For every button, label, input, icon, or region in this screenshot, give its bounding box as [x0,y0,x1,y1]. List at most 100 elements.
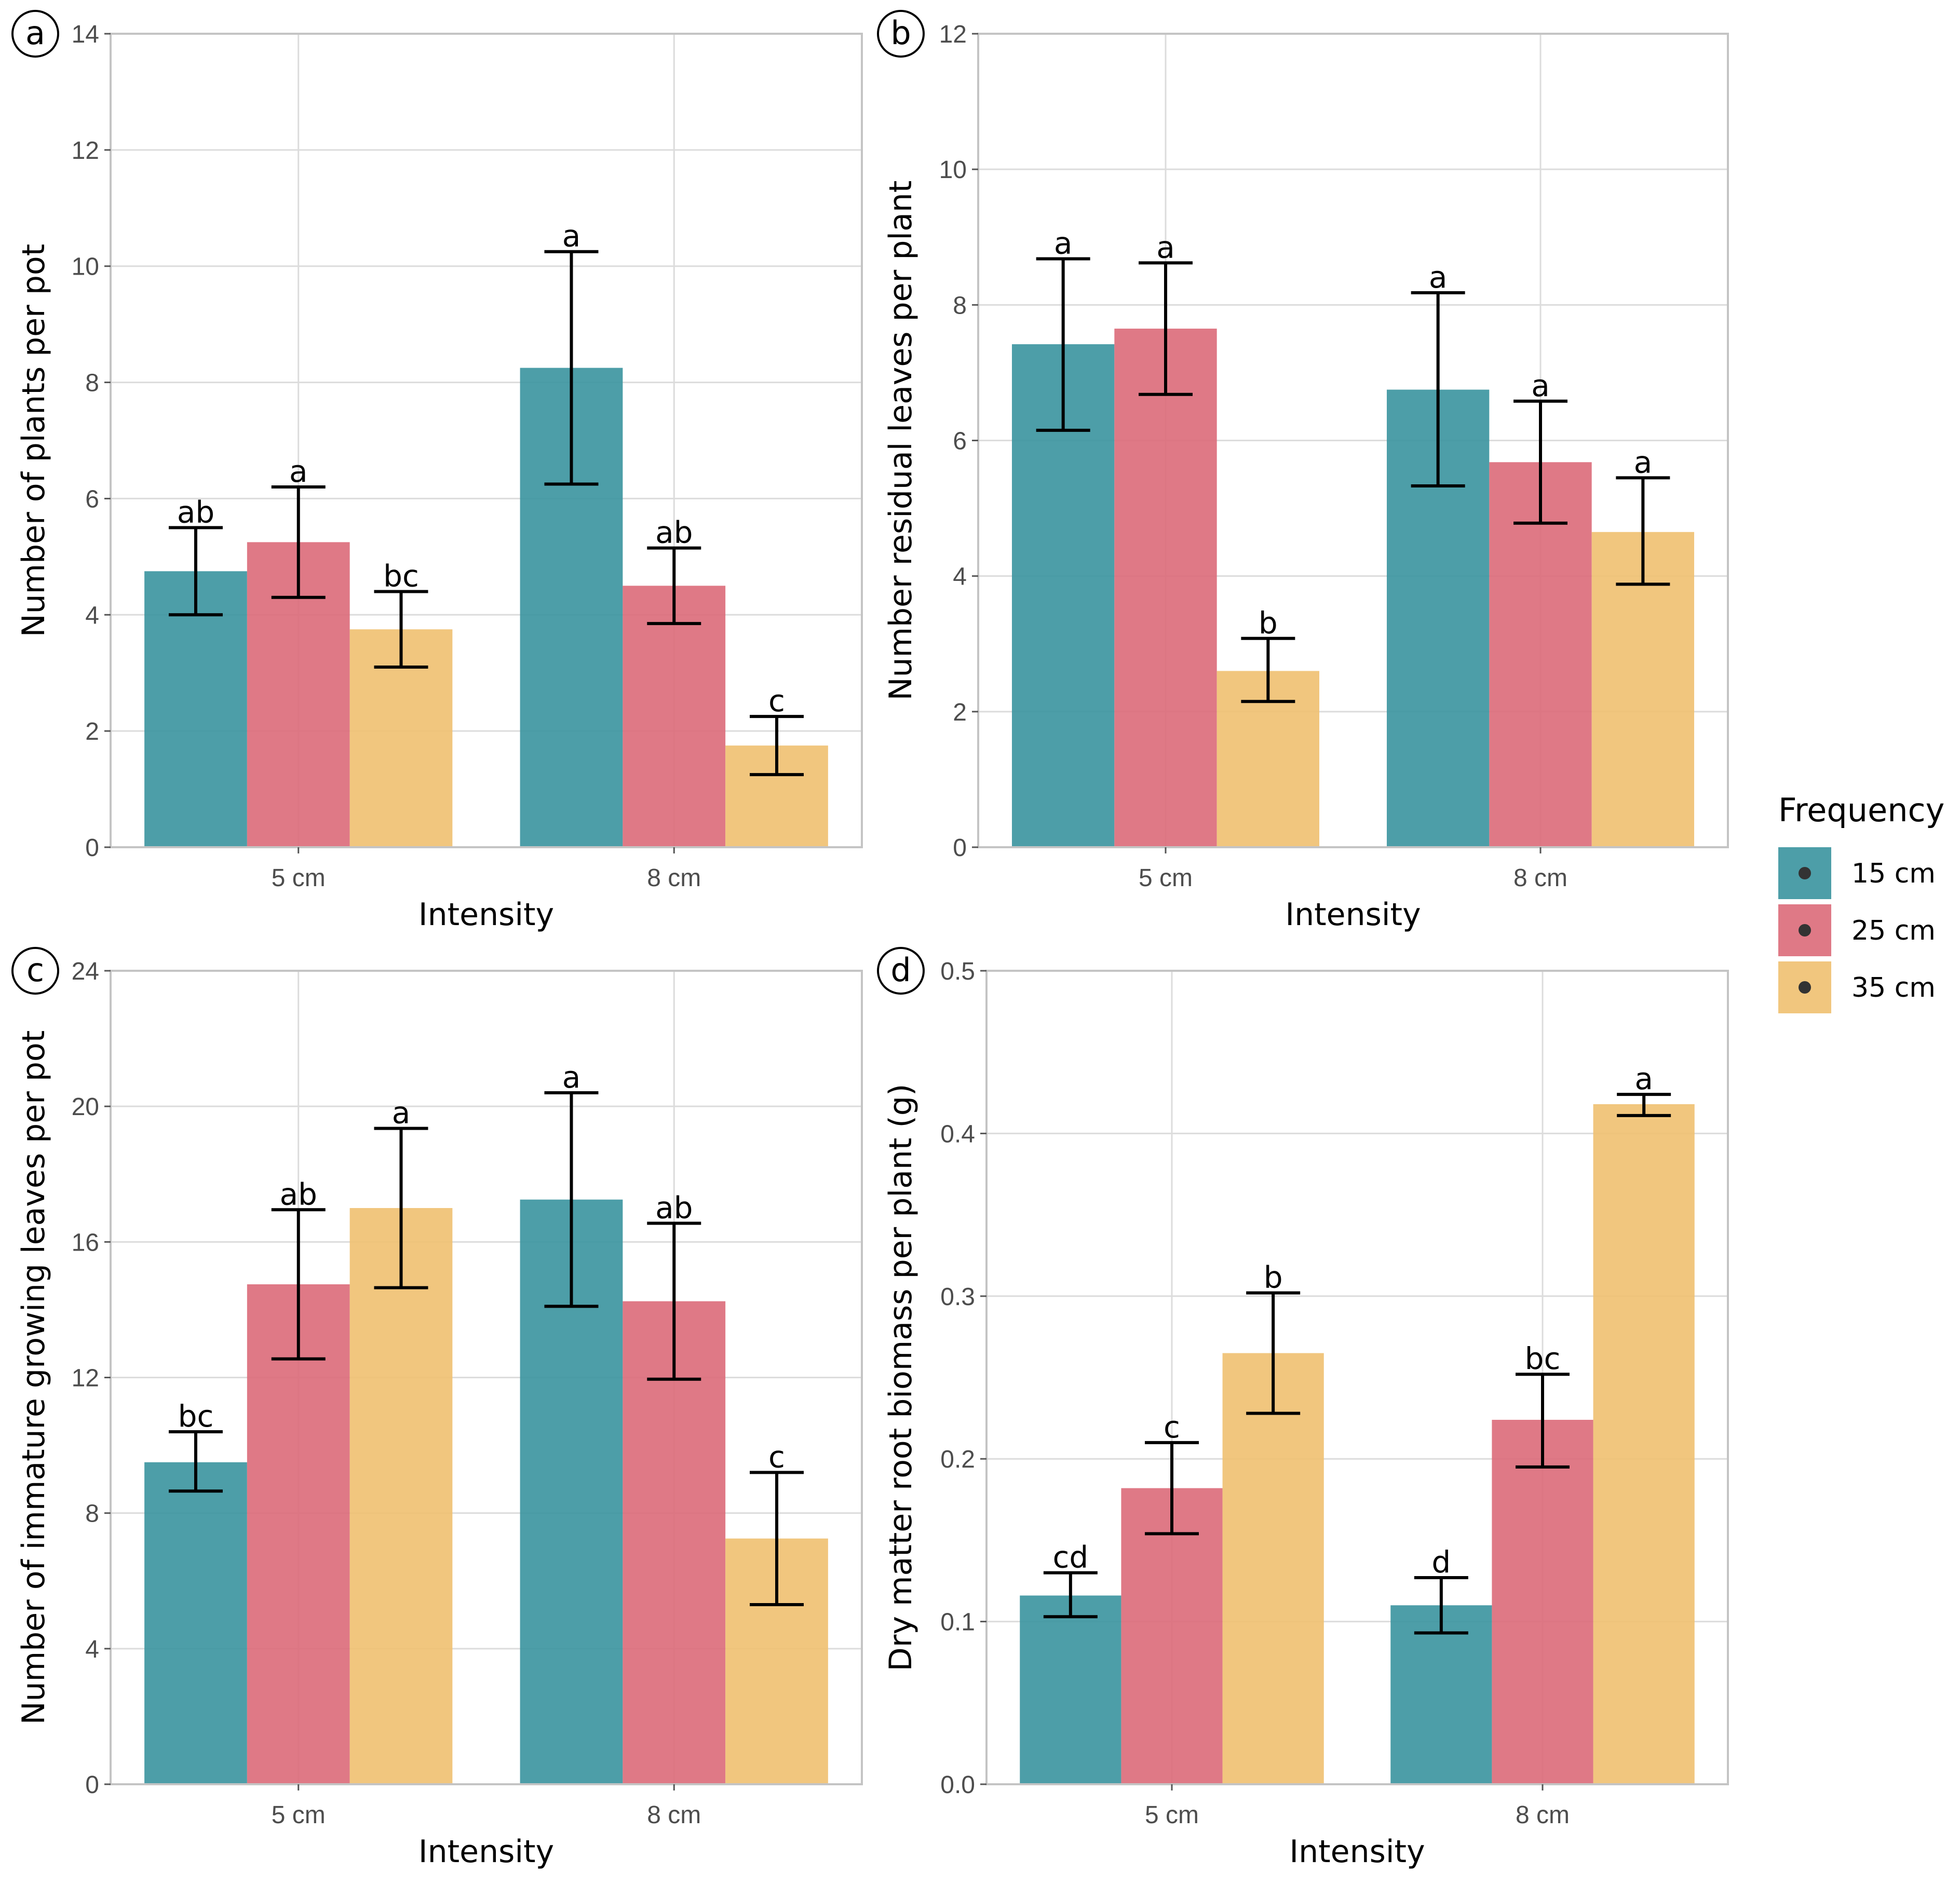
y-tick-label: 4 [85,602,99,629]
panel-letter-circle [877,10,925,58]
x-tick-label: 5 cm [1139,864,1193,892]
significance-letter: a [562,1060,581,1095]
error-bar [1411,291,1465,487]
x-tick-label: 5 cm [272,1801,326,1829]
x-axis-label: Intensity [418,897,554,933]
legend-label-35cm: 35 cm [1851,972,1936,1003]
error-bar [750,715,804,777]
significance-letter: a [1156,229,1175,265]
x-axis-label: Intensity [418,1834,554,1870]
y-tick-label: 10 [72,253,99,281]
significance-letter: c [1164,1409,1180,1445]
bar-d-15cm-8cm [1390,1605,1492,1784]
bar-b-25cm-5cm [1114,329,1217,847]
legend-point-15cm [1799,867,1811,879]
x-axis-label: Intensity [1285,897,1421,933]
y-tick-label: 24 [72,958,99,985]
plot-frame [985,970,1729,1785]
y-axis-label: Dry matter root biomass per plant (g) [883,1084,919,1672]
y-axis-label: Number of immature growing leaves per po… [16,1030,52,1725]
bar-c-25cm-8cm [623,1301,726,1784]
x-tick-label: 5 cm [1145,1801,1199,1829]
y-tick-label: 0.1 [940,1609,975,1636]
error-bar [1617,1093,1671,1117]
significance-letter: b [1264,1260,1283,1295]
x-axis-label: Intensity [1289,1834,1425,1870]
x-tick-label: 8 cm [1516,1801,1570,1829]
bar-d-35cm-8cm [1593,1104,1695,1784]
significance-letter: bc [178,1399,214,1434]
significance-letter: a [1634,444,1653,480]
significance-letter: ab [655,1190,693,1225]
error-bar [1516,1373,1570,1469]
y-tick-label: 12 [72,137,99,165]
y-tick-label: 6 [953,428,967,455]
error-bar [750,1471,804,1606]
panel-letter-text: a [25,14,45,52]
significance-letter: ab [655,515,693,550]
bar-a-25cm-8cm [623,586,726,847]
error-bar [1246,1291,1301,1415]
y-tick-label: 2 [85,718,99,745]
bar-c-35cm-5cm [349,1208,453,1784]
error-bar [544,250,599,486]
panel-letter-text: c [26,951,44,989]
significance-letter: d [1431,1544,1451,1580]
legend-point-35cm [1799,981,1811,994]
error-bar [1616,476,1670,586]
panel-letter: c [11,947,59,995]
bar-d-25cm-5cm [1121,1488,1223,1784]
significance-letter: cd [1052,1540,1088,1575]
legend-label-15cm: 15 cm [1851,858,1936,889]
x-tick-label: 5 cm [272,864,326,892]
bar-d-15cm-5cm [1020,1595,1121,1784]
y-tick-label: 2 [953,699,967,726]
panel-letter-text: b [890,14,911,52]
significance-letter: bc [383,559,419,594]
error-bar [1414,1576,1468,1635]
y-axis-label: Number residual leaves per plant [883,181,919,701]
y-axis-label: Number of plants per pot [16,244,52,637]
y-tick-label: 16 [72,1229,99,1256]
significance-letter: a [289,454,308,489]
y-tick-label: 12 [939,21,967,48]
bar-c-15cm-5cm [144,1462,247,1784]
bar-c-25cm-5cm [247,1284,350,1784]
significance-letter: ab [177,494,214,530]
bar-d-25cm-8cm [1492,1419,1593,1784]
significance-letter: c [768,683,785,718]
panel-d: cd d c bc b a 0.0 0.1 0.2 0.3 0.4 0.5 5 cm 8 cm Intens… [877,947,1729,1870]
y-tick-label: 10 [939,156,967,184]
significance-letter: bc [1525,1341,1561,1376]
y-tick-label: 8 [85,370,99,397]
bar-b-25cm-8cm [1489,462,1592,847]
error-bar [544,1091,599,1308]
panel-letter: a [11,10,59,58]
panel-letter: d [877,947,925,995]
y-tick-label: 0.5 [940,958,975,985]
bar-d-35cm-5cm [1222,1353,1324,1784]
error-bar [1043,1571,1098,1619]
error-bar [1036,257,1090,432]
significance-letter: a [1429,260,1448,295]
panel-letter-text: d [890,951,911,989]
y-tick-label: 0.4 [940,1120,975,1148]
x-tick-label: 8 cm [647,1801,701,1829]
significance-letter: b [1259,605,1278,641]
error-bar [168,526,223,617]
y-tick-label: 8 [953,292,967,319]
y-tick-label: 0.2 [940,1446,975,1473]
significance-letter: a [1634,1061,1653,1096]
y-tick-label: 6 [85,485,99,513]
error-bar [647,546,701,626]
panel-letter-circle [877,947,925,995]
error-bar [647,1222,701,1381]
y-tick-label: 20 [72,1093,99,1121]
legend-label-25cm: 25 cm [1851,915,1936,946]
significance-letter: ab [280,1176,317,1212]
panel-b: a a a a b a 0 2 4 6 8 10 12 5 cm 8 cm Intensity Number r… [877,10,1729,933]
y-tick-label: 0 [85,834,99,862]
error-bar [1241,636,1295,703]
error-bar [168,1430,223,1493]
